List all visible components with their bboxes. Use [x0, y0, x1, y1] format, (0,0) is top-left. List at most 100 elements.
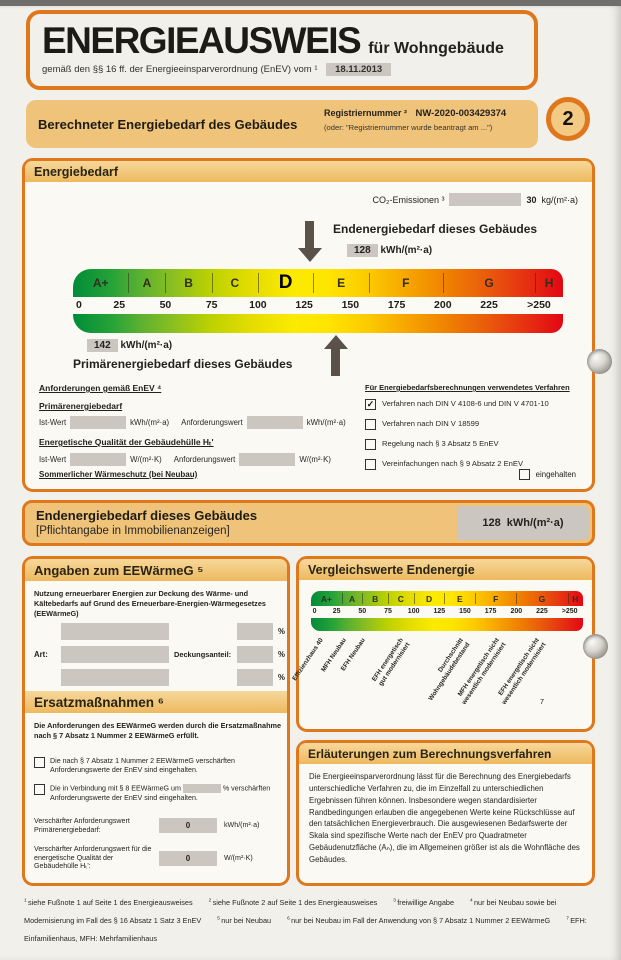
footnotes: 1 siehe Fußnote 1 auf Seite 1 des Energi… [24, 892, 600, 946]
sommer-label: Sommerlicher Wärmeschutz (bei Neubau) [39, 470, 198, 479]
verfahren-checkbox[interactable] [365, 419, 376, 430]
page-number-badge: 2 [546, 97, 590, 141]
tick-75: 75 [384, 608, 392, 615]
registration-label: Registriernummer ² [324, 108, 408, 118]
class-G: G [484, 276, 494, 290]
primaer-row: Ist-Wert kWh/(m²·a) Anforderungswert kWh… [39, 416, 359, 429]
ist-wert-field[interactable] [70, 416, 127, 429]
class-D: D [278, 272, 293, 293]
primary-energy-arrow [323, 335, 348, 376]
percent-sign: % [278, 627, 285, 636]
ersatz-checkbox-2[interactable] [34, 784, 45, 796]
tick-225: 225 [480, 299, 498, 311]
ist-wert-field[interactable] [70, 453, 127, 466]
class-C: C [397, 593, 404, 604]
tick-50: 50 [159, 299, 172, 311]
tick-25: 25 [332, 608, 341, 615]
class-D: D [425, 593, 433, 604]
footnote-6: 6 nur bei Neubau im Fall der Anwendung v… [287, 916, 551, 925]
sommer-checkbox[interactable] [518, 469, 530, 480]
footnote-5: 5 nur bei Neubau [217, 916, 272, 925]
art-field-2[interactable] [61, 646, 169, 663]
enev-date-field[interactable]: 18.11.2013 [326, 63, 392, 76]
tick-200: 200 [510, 608, 523, 615]
verschaerft-prim-label: Verschärfter Anforderungswert Primärener… [34, 817, 130, 834]
ersatz-check1-label: Die nach § 7 Absatz 1 Nummer 2 EEWärmeG … [50, 757, 235, 775]
registration-note: (oder: "Registriernummer wurde beantragt… [324, 123, 493, 132]
page-subtitle: für Wohngebäude [368, 40, 504, 57]
verfahren-option: Vereinfachungen nach § 9 Absatz 2 EnEV [365, 459, 587, 470]
energiebedarf-header: Energiebedarf [25, 161, 592, 182]
ersatz-check1-row: Die nach § 7 Absatz 1 Nummer 2 EEWärmeG … [34, 757, 284, 775]
energy-class-scale: A+ A B C D E F G H 0 25 50 75 100 125 150 175 200 225 >250 [73, 269, 563, 333]
verfahren-option-label: Verfahren nach DIN V 4108-6 und DIN V 47… [382, 399, 549, 408]
vergleichswerte-panel: Vergleichswerte Endenergie A+ A B C D E F G H 0 25… [291, 556, 595, 732]
vergleichswerte-header: Vergleichswerte Endenergie [299, 559, 592, 580]
class-A+: A+ [320, 593, 332, 604]
art-field-3[interactable] [61, 669, 169, 686]
anteil-field-3[interactable] [237, 669, 273, 686]
verschaerft-prim-field[interactable]: 0 [159, 818, 217, 834]
end-energy-arrow [297, 221, 322, 262]
co2-field[interactable] [449, 193, 522, 206]
tick-50: 50 [358, 608, 367, 615]
tick-150: 150 [341, 299, 360, 311]
verschaerft-prim-unit: kWh/(m²·a) [224, 821, 260, 830]
erlaeuterungen-header: Erläuterungen zum Berechnungsverfahren [299, 743, 592, 764]
section-banner: Berechneter Energiebedarf des Gebäudes R… [26, 100, 538, 148]
co2-label: CO₂-Emissionen ³ [372, 194, 445, 205]
footnote-2: 2 siehe Fußnote 2 auf Seite 1 des Energi… [208, 898, 378, 907]
tick-175: 175 [387, 299, 406, 311]
ersatz-checkbox-1[interactable] [34, 757, 45, 768]
anforderungswert-label: Anforderungswert [181, 418, 243, 427]
anforderungswert-field[interactable] [239, 453, 296, 466]
verfahren-checkbox[interactable] [365, 439, 376, 450]
tick-150: 150 [459, 608, 471, 615]
class-A: A [142, 276, 152, 290]
tick-225: 225 [536, 608, 548, 615]
class-H: H [544, 276, 554, 290]
sommer-check-label: eingehalten [535, 470, 576, 479]
verschaerft-huelle-field[interactable]: 0 [159, 850, 217, 866]
anforderungen-title: Anforderungen gemäß EnEV ⁴ [39, 383, 162, 393]
endband-value-box: 128 kWh/(m²·a) [457, 506, 589, 540]
class-B: B [184, 276, 193, 290]
tick-200: 200 [434, 299, 452, 311]
verschaerft-huelle-unit: W/(m²·K) [224, 853, 253, 862]
verfahren-checkbox[interactable]: ✓ [365, 399, 376, 410]
verfahren-checkbox[interactable] [365, 459, 376, 470]
registration-number: NW-2020-003429374 [415, 108, 507, 119]
footnote-3: 3 freiwillige Angabe [393, 898, 455, 907]
photo-edge [0, 0, 621, 6]
tick-0: 0 [312, 608, 317, 615]
primary-energy-label: Primärenergiebedarf dieses Gebäudes [73, 357, 293, 371]
tick->250: >250 [527, 299, 551, 311]
anteil-field-2[interactable] [237, 646, 273, 663]
co2-value: 30 [526, 194, 537, 205]
endenergie-band: Endenergiebedarf dieses Gebäudes [Pflich… [22, 500, 595, 546]
percent-sign: % [278, 650, 285, 659]
ersatz-percent-field[interactable] [182, 784, 221, 794]
w-unit: W/(m²·K) [130, 455, 162, 464]
banner-title: Berechneter Energiebedarf des Gebäudes [38, 117, 298, 132]
verfahren-block: Für Energiebedarfsberechnungen verwendet… [365, 383, 587, 479]
anforderungswert-field[interactable] [246, 416, 303, 429]
vergleich-footnote: 7 [539, 697, 544, 706]
end-energy-unit: kWh/(m²·a) [380, 245, 433, 257]
binder-hole [587, 349, 612, 374]
page-title: ENERGIEAUSWEIS [42, 20, 362, 61]
endband-subtitle: [Pflichtangabe in Immobilienanzeigen] [36, 525, 230, 537]
class-A+: A+ [92, 276, 109, 290]
eewaermeg-panel: Angaben zum EEWärmeG ⁵ Nutzung erneuerba… [22, 556, 290, 886]
ersatz-check2-row: Die in Verbindung mit § 8 EEWärmeG um % … [34, 784, 284, 803]
ist-wert-label: Ist-Wert [39, 418, 67, 427]
title-box: ENERGIEAUSWEIS für Wohngebäude gemäß den … [26, 10, 538, 90]
art-field-1[interactable] [61, 623, 169, 640]
tick-125: 125 [295, 299, 313, 311]
verschaerft-prim-row: Verschärfter Anforderungswert Primärener… [34, 817, 284, 835]
anforderungswert-label: Anforderungswert [173, 455, 236, 464]
anteil-field-1[interactable] [237, 623, 273, 640]
class-A: A [348, 593, 356, 604]
erlaeuterungen-text: Die Energieeinsparverordnung lässt für d… [309, 772, 580, 864]
class-E: E [456, 593, 463, 604]
